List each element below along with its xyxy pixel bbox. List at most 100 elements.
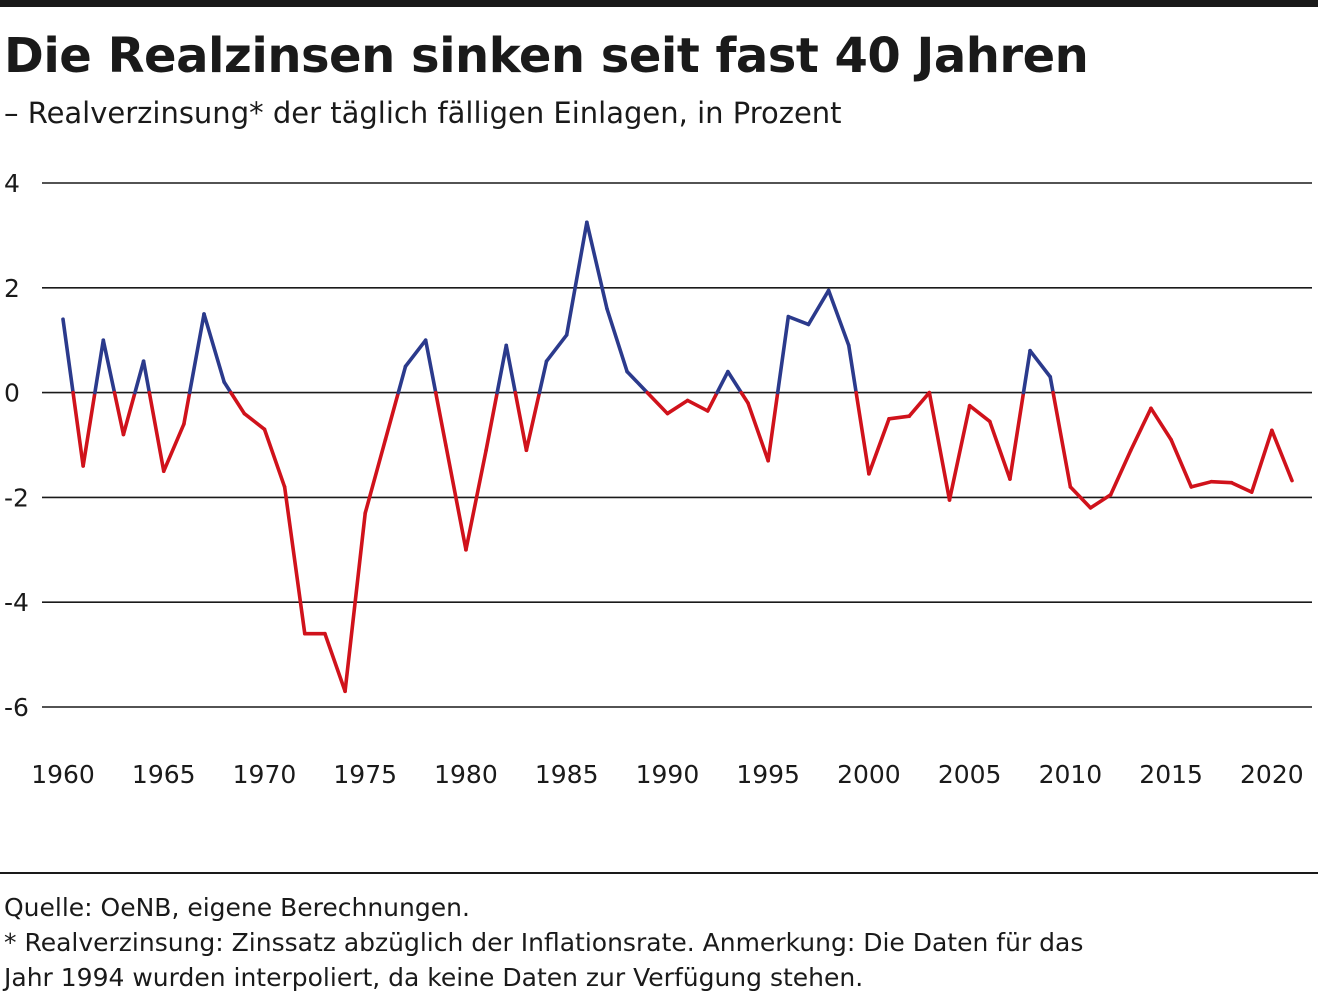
line-segment-50 <box>775 314 791 395</box>
line-segment-45 <box>715 369 730 395</box>
line-segment-67 <box>1051 390 1073 489</box>
line-segment-18 <box>282 485 307 636</box>
line-segment-61 <box>967 403 992 424</box>
line-segment-31 <box>495 343 509 395</box>
line-segment-59 <box>927 390 952 502</box>
line-segment-36 <box>544 333 569 363</box>
line-segment-39 <box>605 306 629 374</box>
line-segment-63 <box>1008 390 1026 481</box>
line-segment-65 <box>1028 348 1053 379</box>
line-segment-60 <box>947 403 972 502</box>
line-segment-34 <box>524 390 542 453</box>
line-segment-15 <box>229 390 247 416</box>
x-tick-label: 1990 <box>636 760 700 789</box>
y-axis-ticks: 4 2 0 -2 -4 -6 <box>4 169 29 722</box>
line-segment-14 <box>222 380 233 395</box>
x-tick-label: 1985 <box>535 760 599 789</box>
footnote-line-1: * Realverzinsung: Zinssatz abzüglich der… <box>4 928 1084 957</box>
line-segment-9 <box>147 390 166 474</box>
line-segment-33 <box>513 390 529 453</box>
line-segment-49 <box>766 390 780 463</box>
x-tick-label: 1995 <box>736 760 800 789</box>
line-segment-71 <box>1129 406 1153 453</box>
line-segment-21 <box>343 511 368 694</box>
line-segment-25 <box>403 338 428 369</box>
series-line <box>61 220 1294 694</box>
line-segment-56 <box>867 416 891 476</box>
line-segment-29 <box>464 448 488 552</box>
x-tick-label: 2005 <box>938 760 1002 789</box>
y-tick-label: 4 <box>4 169 20 198</box>
line-segment-5 <box>112 390 126 437</box>
line-segment-35 <box>537 359 549 395</box>
line-segment-1 <box>71 390 85 468</box>
y-tick-label: -2 <box>4 483 29 512</box>
line-segment-32 <box>504 343 518 395</box>
line-segment-20 <box>323 631 347 694</box>
x-tick-label: 1965 <box>132 760 196 789</box>
line-segment-54 <box>846 343 858 395</box>
line-segment-26 <box>423 338 438 395</box>
line-segment-27 <box>433 390 448 447</box>
line-segment-73 <box>1169 437 1194 489</box>
line-segment-78 <box>1270 428 1294 483</box>
line-segment-64 <box>1021 348 1032 395</box>
line-segment-24 <box>396 364 408 395</box>
line-segment-69 <box>1088 492 1113 510</box>
chart-subtitle: – Realverzinsung* der täglich fälligen E… <box>4 96 842 130</box>
line-segment-46 <box>726 369 744 395</box>
line-segment-12 <box>187 312 206 395</box>
line-segment-62 <box>987 419 1012 481</box>
line-segment-51 <box>786 314 811 327</box>
line-segment-22 <box>363 437 388 515</box>
x-tick-label: 1980 <box>434 760 498 789</box>
top-rule <box>0 0 1318 7</box>
x-axis-ticks: 1960 1965 1970 1975 1980 1985 1990 1995 2000 2005… <box>31 760 1303 789</box>
line-segment-2 <box>81 390 97 468</box>
line-segment-66 <box>1048 375 1055 395</box>
line-segment-70 <box>1108 448 1133 497</box>
line-segment-10 <box>161 422 186 474</box>
line-segment-72 <box>1149 406 1173 442</box>
source-notes: Quelle: OeNB, eigene Berechnungen. * Rea… <box>4 890 1083 995</box>
x-tick-label: 2000 <box>837 760 901 789</box>
line-segment-47 <box>739 390 750 405</box>
y-tick-label: -4 <box>4 588 29 617</box>
line-segment-52 <box>806 288 831 327</box>
line-segment-30 <box>484 390 499 453</box>
line-segment-58 <box>907 390 932 418</box>
x-tick-label: 2015 <box>1139 760 1203 789</box>
line-segment-4 <box>101 338 117 395</box>
x-tick-label: 2020 <box>1240 760 1304 789</box>
line-segment-42 <box>665 398 690 416</box>
grid-lines <box>42 182 1312 708</box>
line-segment-17 <box>262 427 287 489</box>
line-segment-16 <box>242 411 267 432</box>
line-segment-68 <box>1068 485 1093 510</box>
line-segment-11 <box>182 390 192 426</box>
line-segment-37 <box>564 220 589 337</box>
line-segment-44 <box>705 390 719 413</box>
line-segment-77 <box>1249 428 1274 494</box>
line-segment-6 <box>121 390 137 437</box>
line-segment-40 <box>625 369 650 395</box>
line-segment-74 <box>1189 479 1214 489</box>
footnote-line-2: Jahr 1994 wurden interpoliert, da keine … <box>4 963 864 992</box>
line-chart: 420-2-4-6 1960 1965 1970 1975 1980 1985 1990 19… <box>4 169 1312 789</box>
line-segment-43 <box>685 398 710 413</box>
line-segment-38 <box>585 220 609 311</box>
bottom-rule <box>0 872 1318 874</box>
line-segment-8 <box>141 359 152 395</box>
line-segment-7 <box>133 359 146 395</box>
line-segment-3 <box>93 338 106 395</box>
y-tick-label: -6 <box>4 693 29 722</box>
line-segment-0 <box>61 317 75 395</box>
x-tick-label: 2010 <box>1039 760 1103 789</box>
y-tick-label: 0 <box>4 379 20 408</box>
line-segment-13 <box>202 312 226 384</box>
chart-title: Die Realzinsen sinken seit fast 40 Jahre… <box>4 28 1089 84</box>
x-tick-label: 1975 <box>333 760 397 789</box>
line-segment-55 <box>854 390 871 476</box>
line-segment-53 <box>826 288 851 348</box>
x-tick-label: 1960 <box>31 760 95 789</box>
